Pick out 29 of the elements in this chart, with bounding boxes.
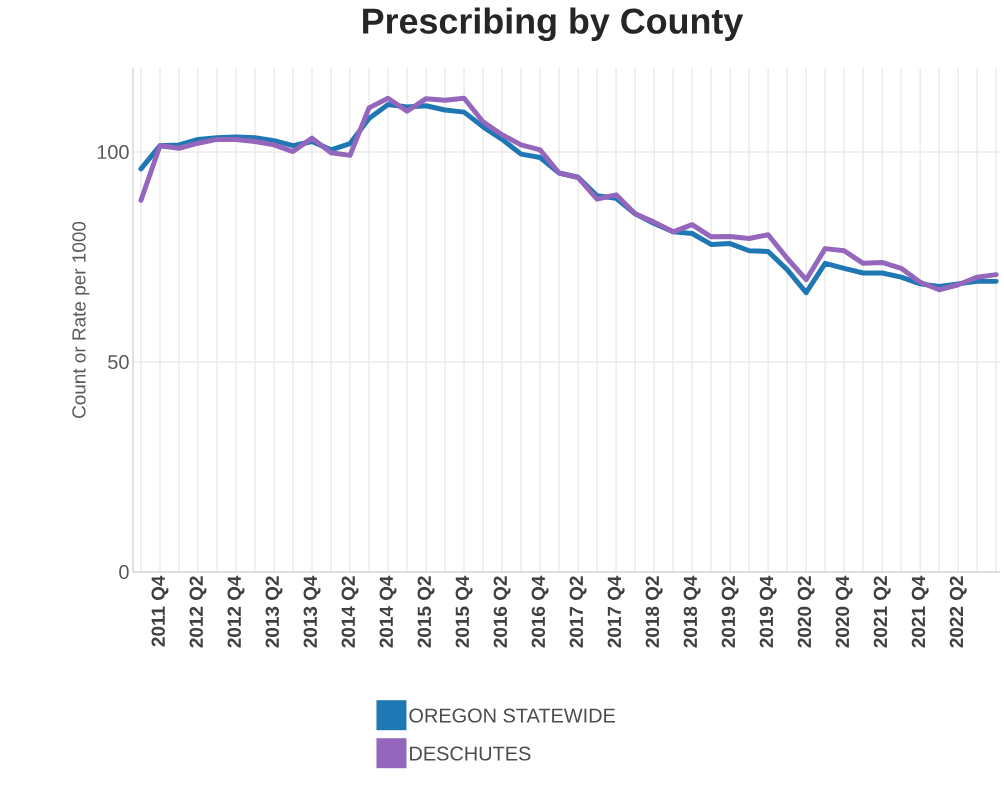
x-tick-label: 2021 Q2 [873,576,891,648]
x-tick-label: 2013 Q2 [265,576,283,648]
x-tick-label: 2012 Q2 [189,576,207,648]
x-tick-label: 2012 Q4 [227,575,245,648]
x-tick-label: 2019 Q4 [759,575,777,648]
x-tick-label: 2017 Q4 [607,575,625,648]
x-tick-label: 2018 Q4 [683,575,701,648]
x-tick-label: 2019 Q2 [721,576,739,648]
legend-label: OREGON STATEWIDE [409,708,615,723]
x-tick-label: 2016 Q4 [531,575,549,648]
y-tick-label: 100 [97,144,129,160]
x-tick-label: 2015 Q4 [455,575,473,648]
x-tick-label: 2014 Q2 [341,576,359,648]
chart-title: Prescribing by County [363,7,744,42]
x-tick-label: 2014 Q4 [379,575,397,648]
x-tick-label: 2020 Q4 [835,575,853,648]
x-tick-label: 2016 Q2 [493,576,511,648]
y-tick-label: 0 [119,564,129,580]
y-tick-label: 50 [108,354,129,370]
x-tick-label: 2017 Q2 [569,576,587,648]
x-tick-label: 2021 Q4 [911,575,929,648]
legend-label: DESCHUTES [410,746,531,761]
x-tick-label: 2020 Q2 [797,576,815,648]
y-axis-title: Count or Rate per 1000 [72,221,90,418]
x-tick-label: 2011 Q4 [151,575,169,647]
x-tick-label: 2018 Q2 [645,576,663,648]
x-tick-label: 2015 Q2 [417,576,435,648]
x-tick-label: 2013 Q4 [303,575,321,648]
x-tick-label: 2022 Q2 [949,576,967,648]
